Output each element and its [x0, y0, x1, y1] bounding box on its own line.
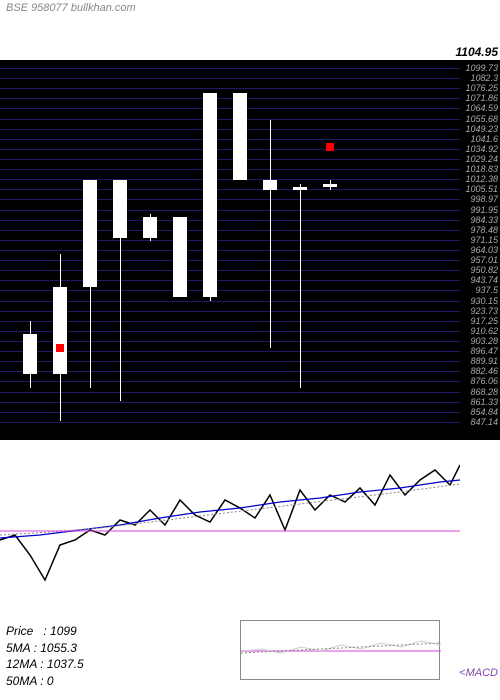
zero-line: [0, 530, 460, 532]
ticker-title: BSE 958077 bullkhan.com: [6, 2, 136, 14]
candlestick-chart: 1104.95 1099.731082.31076.251071.861064.…: [0, 60, 500, 440]
chart-header: BSE 958077 bullkhan.com: [0, 0, 500, 20]
stat-5ma: 5MA : 1055.3: [6, 640, 84, 657]
macd-inset: [240, 620, 440, 680]
top-price-label: 1104.95: [456, 45, 499, 59]
macd-label: <MACD: [459, 667, 498, 680]
indicator-chart: [0, 440, 460, 600]
stat-12ma: 12MA : 1037.5: [6, 656, 84, 673]
indicator-panel: Price : 1099 5MA : 1055.3 12MA : 1037.5 …: [0, 440, 500, 700]
stats-block: Price : 1099 5MA : 1055.3 12MA : 1037.5 …: [6, 623, 84, 690]
stat-price: Price : 1099: [6, 623, 84, 640]
indicator-lines: [0, 440, 460, 600]
stat-50ma: 50MA : 0: [6, 673, 84, 690]
macd-lines: [241, 621, 441, 681]
